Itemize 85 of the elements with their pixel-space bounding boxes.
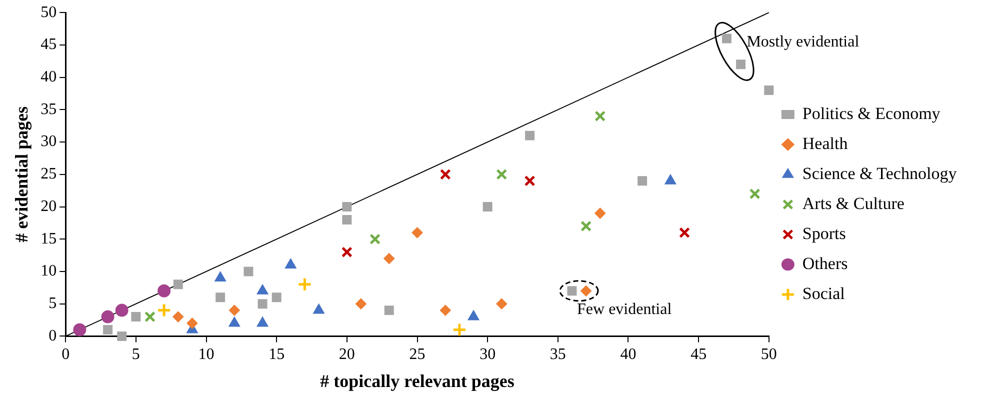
- annotation: Mostly evidential: [746, 34, 860, 51]
- y-tick-label: 35: [40, 100, 57, 118]
- point: [173, 280, 183, 290]
- point: [228, 304, 240, 316]
- x-tick-label: 20: [338, 346, 355, 364]
- point: [313, 304, 324, 314]
- point: [412, 227, 423, 238]
- point: [496, 298, 508, 310]
- y-tick-label: 50: [40, 4, 57, 21]
- point: [341, 246, 352, 258]
- point: [101, 310, 114, 324]
- point: [342, 202, 352, 212]
- y-tick-label: 25: [40, 166, 57, 183]
- point: [73, 323, 86, 336]
- point: [638, 176, 648, 186]
- y-tick-label: 20: [40, 198, 57, 215]
- annotation: Few evidential: [577, 301, 672, 318]
- x-tick-label: 45: [690, 346, 707, 364]
- point: [284, 258, 296, 269]
- point: [144, 311, 156, 322]
- point: [722, 34, 732, 44]
- point: [567, 286, 577, 296]
- x-tick-label: 15: [268, 346, 285, 364]
- point: [186, 318, 198, 329]
- point: [172, 311, 184, 322]
- point: [580, 220, 592, 232]
- point: [524, 175, 536, 186]
- point: [244, 266, 254, 276]
- point: [764, 86, 774, 96]
- legend-label: Health: [802, 134, 848, 153]
- point: [482, 202, 492, 212]
- point: [384, 306, 394, 316]
- x-tick-label: 10: [198, 346, 214, 364]
- point: [749, 188, 760, 200]
- y-tick-label: 40: [40, 68, 57, 86]
- y-axis-title: # evidential pages: [11, 106, 32, 242]
- point: [679, 227, 690, 238]
- point: [384, 253, 395, 264]
- point: [440, 168, 451, 180]
- x-tick-label: 50: [760, 346, 777, 364]
- y-tick-label: 0: [48, 327, 57, 344]
- point: [452, 322, 467, 337]
- x-tick-label: 25: [409, 346, 426, 364]
- y-tick-label: 10: [40, 262, 57, 280]
- legend-label: Sports: [802, 224, 846, 243]
- legend-label: Social: [802, 284, 846, 303]
- point: [131, 312, 141, 322]
- x-tick-label: 30: [480, 346, 496, 364]
- point: [355, 298, 366, 310]
- y-tick-label: 30: [40, 133, 57, 150]
- point: [272, 292, 282, 302]
- x-tick-label: 0: [62, 346, 70, 364]
- point: [216, 292, 226, 302]
- legend-label: Others: [802, 254, 848, 273]
- point: [580, 285, 592, 296]
- x-tick-label: 40: [620, 346, 636, 364]
- point: [370, 234, 381, 245]
- point: [158, 284, 171, 298]
- point: [117, 331, 127, 341]
- point: [156, 303, 172, 318]
- legend-label: Politics & Economy: [802, 104, 941, 123]
- x-tick-label: 35: [550, 346, 566, 364]
- point: [258, 299, 268, 309]
- point: [468, 310, 480, 320]
- point: [297, 277, 312, 292]
- point: [115, 304, 128, 317]
- legend-label: Science & Technology: [802, 164, 958, 183]
- point: [440, 304, 451, 316]
- point: [525, 130, 535, 140]
- point: [103, 324, 113, 334]
- point: [496, 168, 508, 180]
- point: [342, 214, 352, 224]
- y-tick-label: 15: [40, 230, 57, 248]
- point: [594, 110, 606, 122]
- point: [228, 316, 240, 327]
- x-tick-label: 5: [132, 346, 140, 364]
- legend-label: Arts & Culture: [802, 194, 904, 213]
- point: [736, 60, 746, 70]
- point: [594, 208, 606, 219]
- x-axis-title: # topically relevant pages: [320, 370, 514, 391]
- point: [256, 284, 268, 294]
- point: [256, 316, 268, 327]
- point: [214, 271, 226, 282]
- y-tick-label: 5: [48, 295, 57, 312]
- y-tick-label: 45: [40, 36, 57, 54]
